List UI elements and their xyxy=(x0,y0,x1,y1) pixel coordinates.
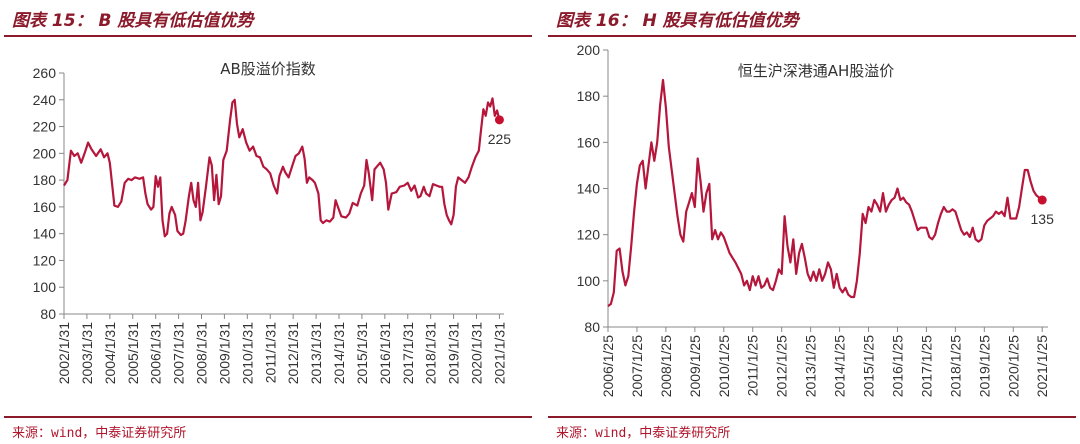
end-value-label: 135 xyxy=(1031,211,1055,227)
y-tick-label: 140 xyxy=(33,226,57,242)
x-tick-label: 2002/1/31 xyxy=(56,322,72,384)
x-tick-label: 2003/1/31 xyxy=(79,322,95,384)
source-note: 来源：wind，中泰证券研究所 xyxy=(556,426,731,441)
x-tick-label: 2006/1/31 xyxy=(148,322,164,384)
top-rule xyxy=(548,35,1076,37)
y-tick-label: 220 xyxy=(33,119,57,135)
right-panel: 图表 16： H 股具有低估值优势 80 100 120 140 160 180 200 20… xyxy=(548,0,1076,444)
x-tick-label: 2018/1/31 xyxy=(423,322,439,384)
y-tick-label: 200 xyxy=(577,42,601,58)
end-value-label: 225 xyxy=(488,131,512,147)
y-tick-label: 260 xyxy=(33,65,57,81)
x-tick-label: 2015/1/25 xyxy=(861,335,877,397)
ah-premium-chart: 80 100 120 140 160 180 200 2006/1/25 2007/1/25 20… xyxy=(577,42,1055,397)
x-tick-label: 2010/1/25 xyxy=(716,335,732,397)
chart-title: AB股溢价指数 xyxy=(220,60,316,78)
x-tick-label: 2019/1/25 xyxy=(976,335,992,397)
x-tick-label: 2008/1/31 xyxy=(194,322,210,384)
x-tick-label: 2020/1/25 xyxy=(1005,335,1021,397)
x-tick-label: 2007/1/31 xyxy=(171,322,187,384)
x-tick-label: 2005/1/31 xyxy=(125,322,141,384)
x-tick-label: 2019/1/31 xyxy=(446,322,462,384)
x-tick-label: 2020/1/31 xyxy=(469,322,485,384)
bottom-rule xyxy=(4,416,532,418)
left-panel: 图表 15： B 股具有低估值优势 80 100 120 140 160 180 200 22… xyxy=(4,0,532,444)
x-tick-label: 2012/1/31 xyxy=(285,322,301,384)
source-note: 来源：wind，中泰证券研究所 xyxy=(12,426,187,441)
x-tick-label: 2021/1/25 xyxy=(1034,335,1050,397)
top-rule xyxy=(4,35,532,37)
y-tick-label: 100 xyxy=(577,273,601,289)
x-tick-label: 2004/1/31 xyxy=(102,322,118,384)
x-tick-label: 2011/1/31 xyxy=(262,322,278,383)
end-point-marker xyxy=(494,115,504,125)
y-tick-label: 120 xyxy=(33,252,57,268)
y-tick-label: 160 xyxy=(577,134,601,150)
x-tick-label: 2014/1/31 xyxy=(331,322,347,384)
y-tick-label: 180 xyxy=(33,172,57,188)
y-tick-label: 140 xyxy=(577,181,601,197)
x-tick-label: 2012/1/25 xyxy=(774,335,790,397)
x-tick-label: 2015/1/31 xyxy=(354,322,370,384)
end-point-marker xyxy=(1037,195,1047,205)
ab-premium-chart: 80 100 120 140 160 180 200 220 240 260 2002/1/31 20… xyxy=(33,60,512,384)
x-tick-label: 2014/1/25 xyxy=(832,335,848,397)
y-tick-label: 200 xyxy=(33,145,57,161)
x-tick-label: 2013/1/31 xyxy=(308,322,324,384)
x-tick-label: 2017/1/25 xyxy=(918,335,934,397)
y-tick-label: 100 xyxy=(33,279,57,295)
panel-title: 图表 16： H 股具有低估值优势 xyxy=(556,11,799,31)
chart-title: 恒生沪深港通AH股溢价 xyxy=(738,62,895,80)
bottom-rule xyxy=(548,416,1076,418)
x-tick-label: 2007/1/25 xyxy=(629,335,645,397)
y-tick-label: 120 xyxy=(577,227,601,243)
series-line xyxy=(63,97,501,238)
x-tick-label: 2010/1/31 xyxy=(239,322,255,384)
y-tick-label: 180 xyxy=(577,88,601,104)
x-tick-label: 2021/1/31 xyxy=(491,322,507,384)
x-tick-label: 2018/1/25 xyxy=(947,335,963,397)
panel-title: 图表 15： B 股具有低估值优势 xyxy=(12,11,254,31)
y-tick-label: 160 xyxy=(33,199,57,215)
x-tick-label: 2016/1/31 xyxy=(377,322,393,384)
x-tick-label: 2016/1/25 xyxy=(889,335,905,397)
x-tick-label: 2013/1/25 xyxy=(803,335,819,397)
x-tick-label: 2006/1/25 xyxy=(600,335,616,397)
x-tick-label: 2017/1/31 xyxy=(400,322,416,384)
y-tick-label: 240 xyxy=(33,92,57,108)
x-tick-label: 2009/1/25 xyxy=(687,335,703,397)
y-tick-label: 80 xyxy=(584,319,600,335)
y-tick-label: 80 xyxy=(40,306,56,322)
x-tick-label: 2008/1/25 xyxy=(658,335,674,397)
x-tick-label: 2009/1/31 xyxy=(216,322,232,384)
x-tick-label: 2011/1/25 xyxy=(745,335,761,396)
series-line xyxy=(607,78,1043,308)
